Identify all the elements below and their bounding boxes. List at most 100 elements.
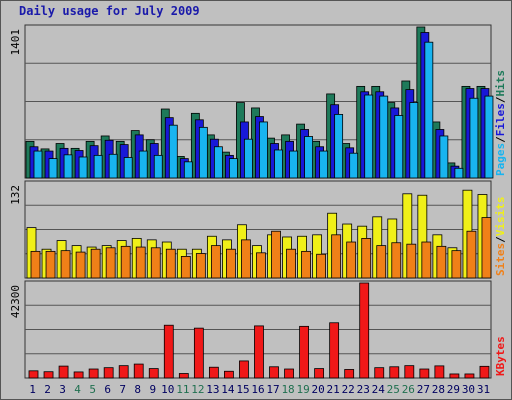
bar-kbytes-day-12 bbox=[193, 327, 204, 379]
bar-pages-day-3 bbox=[63, 154, 73, 179]
bar-pages-day-31 bbox=[484, 95, 494, 179]
x-tick-label-day-23: 23 bbox=[357, 383, 370, 396]
legend-entry: / bbox=[494, 236, 507, 243]
bar-sites-day-17 bbox=[271, 230, 281, 279]
bar-sites-day-23 bbox=[361, 238, 372, 279]
bar-sites-day-3 bbox=[60, 250, 71, 279]
chart-title: Daily usage for July 2009 bbox=[19, 4, 200, 18]
bar-sites-day-9 bbox=[150, 247, 161, 279]
bar-kbytes-day-13 bbox=[208, 366, 219, 379]
x-tick-label-day-20: 20 bbox=[312, 383, 325, 396]
bar-pages-day-17 bbox=[274, 149, 283, 179]
bar-kbytes-day-30 bbox=[464, 373, 475, 379]
bar-kbytes-day-25 bbox=[389, 366, 400, 379]
bar-pages-day-7 bbox=[123, 157, 133, 179]
bar-sites-day-28 bbox=[436, 245, 447, 279]
bar-sites-day-16 bbox=[256, 252, 266, 279]
bar-sites-day-20 bbox=[316, 253, 327, 279]
bar-sites-day-4 bbox=[75, 251, 86, 279]
x-tick-label-day-1: 1 bbox=[29, 383, 36, 396]
bar-sites-day-13 bbox=[210, 245, 221, 279]
bar-pages-day-16 bbox=[259, 121, 268, 179]
bar-sites-day-12 bbox=[195, 253, 206, 279]
x-tick-label-day-6: 6 bbox=[104, 383, 111, 396]
bar-pages-day-25 bbox=[394, 115, 404, 179]
bar-pages-day-5 bbox=[93, 154, 103, 179]
bar-kbytes-day-16 bbox=[254, 325, 264, 379]
x-tick-label-day-8: 8 bbox=[134, 383, 141, 396]
bar-pages-day-11 bbox=[183, 161, 193, 179]
bar-kbytes-day-9 bbox=[148, 368, 159, 379]
bar-pages-day-12 bbox=[198, 126, 208, 179]
x-tick-label-day-27: 27 bbox=[417, 383, 430, 396]
hits-max-label: 1401 bbox=[9, 29, 22, 56]
x-tick-label-day-4: 4 bbox=[74, 383, 81, 396]
hits-legend: Pages/Files/Hits bbox=[494, 70, 507, 176]
bar-pages-day-21 bbox=[334, 114, 344, 179]
bar-kbytes-day-27 bbox=[419, 368, 430, 379]
bar-pages-day-23 bbox=[364, 94, 374, 179]
x-tick-label-day-12: 12 bbox=[191, 383, 204, 396]
bar-kbytes-day-4 bbox=[73, 371, 84, 379]
bar-kbytes-day-14 bbox=[224, 370, 234, 379]
bar-pages-day-6 bbox=[108, 153, 118, 179]
x-tick-label-day-10: 10 bbox=[161, 383, 174, 396]
x-tick-label-day-21: 21 bbox=[327, 383, 340, 396]
visits-legend: Sites/Visits bbox=[494, 197, 507, 277]
bar-kbytes-day-8 bbox=[133, 363, 144, 379]
x-tick-label-day-19: 19 bbox=[296, 383, 309, 396]
x-tick-label-day-16: 16 bbox=[251, 383, 264, 396]
bar-pages-day-13 bbox=[213, 146, 223, 179]
bar-kbytes-day-2 bbox=[43, 371, 54, 379]
legend-entry: / bbox=[494, 96, 507, 103]
x-tick-label-day-17: 17 bbox=[266, 383, 279, 396]
bar-kbytes-day-17 bbox=[269, 366, 279, 379]
x-tick-label-day-31: 31 bbox=[477, 383, 490, 396]
bar-pages-day-20 bbox=[319, 150, 329, 179]
bar-kbytes-day-24 bbox=[374, 367, 385, 379]
x-tick-label-day-24: 24 bbox=[372, 383, 386, 396]
bar-sites-day-27 bbox=[421, 241, 432, 279]
x-tick-label-day-11: 11 bbox=[176, 383, 189, 396]
bar-sites-day-21 bbox=[331, 234, 342, 279]
x-tick-label-day-7: 7 bbox=[119, 383, 126, 396]
bar-kbytes-day-3 bbox=[58, 365, 69, 379]
bar-sites-day-31 bbox=[481, 217, 492, 279]
bar-sites-day-7 bbox=[120, 245, 131, 279]
bar-sites-day-30 bbox=[466, 230, 477, 279]
bar-pages-day-28 bbox=[439, 135, 449, 179]
bar-sites-day-19 bbox=[301, 250, 311, 279]
bar-sites-day-1 bbox=[30, 250, 41, 279]
bar-kbytes-day-26 bbox=[404, 365, 415, 379]
bar-kbytes-day-18 bbox=[284, 368, 294, 379]
bar-kbytes-day-22 bbox=[344, 369, 355, 379]
bar-pages-day-26 bbox=[409, 102, 419, 179]
bar-pages-day-19 bbox=[304, 136, 313, 179]
legend-entry: Sites bbox=[494, 243, 507, 276]
bar-sites-day-10 bbox=[165, 248, 176, 279]
bar-pages-day-30 bbox=[469, 97, 479, 179]
x-tick-label-day-5: 5 bbox=[89, 383, 96, 396]
bar-kbytes-day-23 bbox=[359, 282, 370, 379]
x-tick-label-day-3: 3 bbox=[59, 383, 66, 396]
bar-pages-day-9 bbox=[153, 154, 163, 179]
bar-sites-day-11 bbox=[180, 256, 191, 279]
bar-sites-day-15 bbox=[241, 239, 251, 279]
x-tick-label-day-15: 15 bbox=[236, 383, 249, 396]
bar-kbytes-day-10 bbox=[163, 324, 174, 379]
x-tick-label-day-9: 9 bbox=[149, 383, 156, 396]
legend-entry: KBytes bbox=[494, 336, 507, 376]
legend-entry: Hits bbox=[494, 70, 507, 97]
bar-kbytes-day-20 bbox=[314, 368, 325, 379]
x-tick-label-day-30: 30 bbox=[462, 383, 475, 396]
bar-sites-day-8 bbox=[135, 246, 146, 279]
x-tick-label-day-22: 22 bbox=[342, 383, 355, 396]
bar-pages-day-4 bbox=[78, 156, 88, 179]
x-tick-label-day-29: 29 bbox=[447, 383, 460, 396]
bar-sites-day-14 bbox=[226, 248, 236, 279]
kbytes-legend: KBytes bbox=[494, 336, 507, 376]
legend-entry: / bbox=[494, 136, 507, 143]
bar-sites-day-26 bbox=[406, 243, 417, 279]
